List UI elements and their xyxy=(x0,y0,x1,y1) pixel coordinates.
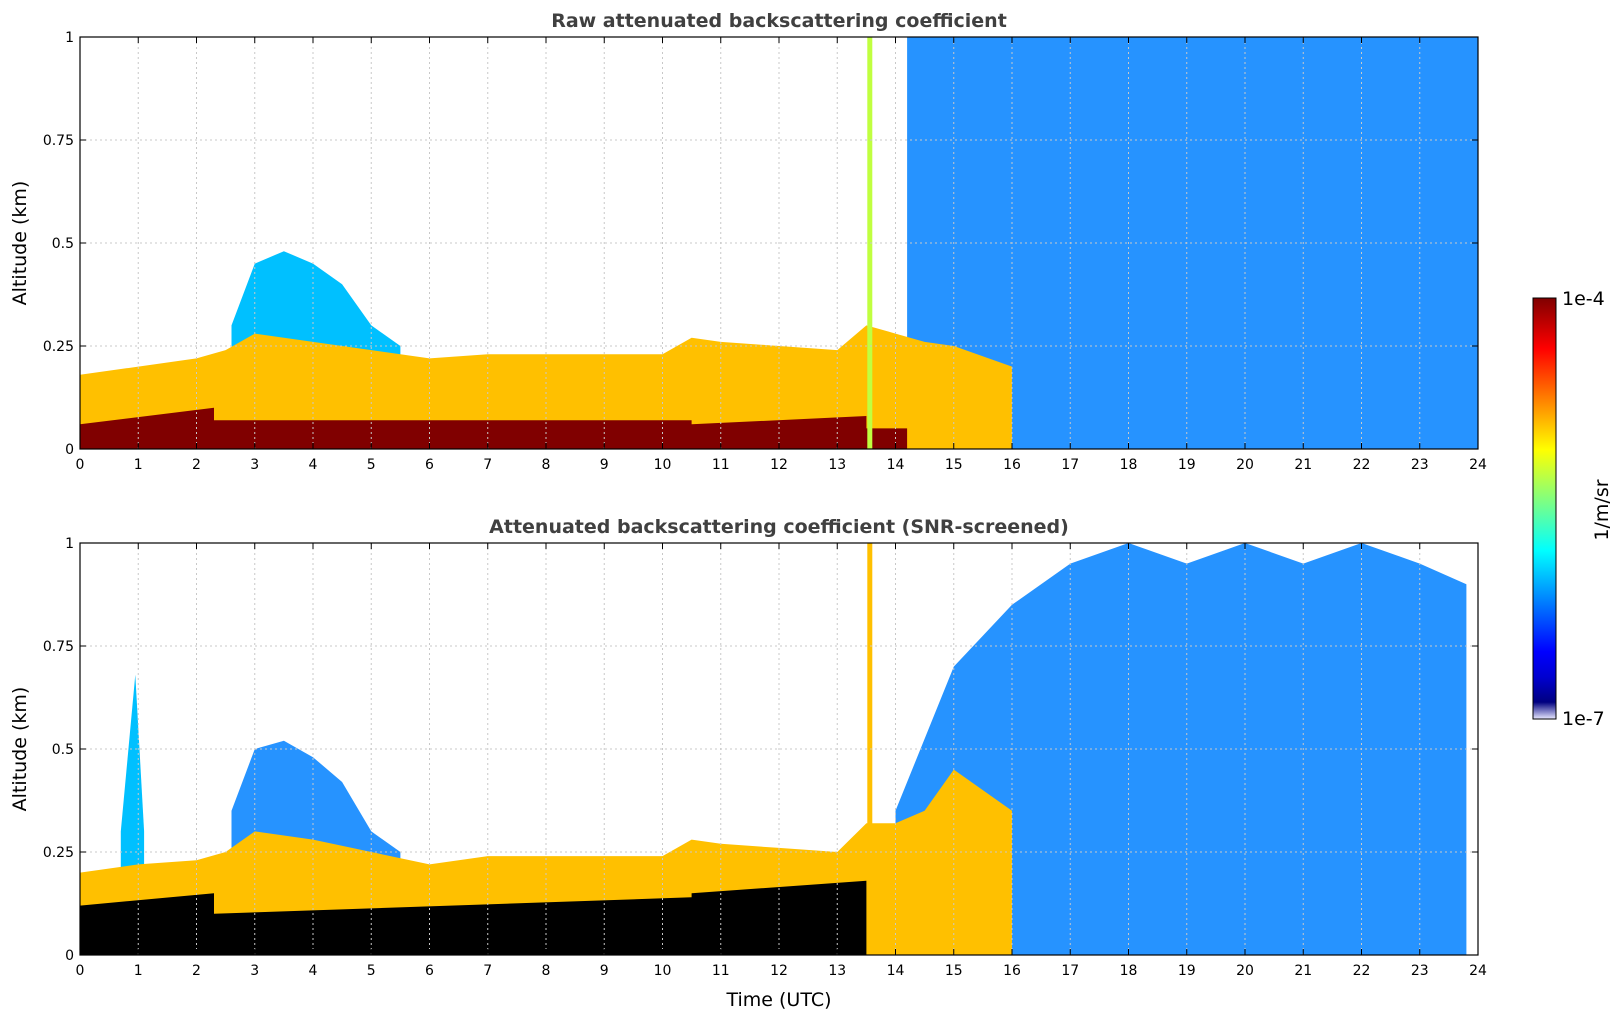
x-tick-label: 18 xyxy=(1120,457,1138,473)
x-tick-label: 21 xyxy=(1294,963,1312,979)
x-tick-label: 0 xyxy=(76,963,85,979)
x-tick-label: 17 xyxy=(1061,457,1079,473)
x-tick-label: 14 xyxy=(887,457,905,473)
x-tick-label: 18 xyxy=(1120,963,1138,979)
y-tick-label: 0 xyxy=(65,442,74,458)
x-tick-label: 10 xyxy=(654,457,672,473)
vertical-spike xyxy=(867,543,873,955)
y-tick-label: 1 xyxy=(65,536,74,552)
x-tick-label: 5 xyxy=(367,963,376,979)
colorbar-unit-label: 1/m/sr xyxy=(1591,479,1613,540)
panel-screened: Attenuated backscattering coefficient (S… xyxy=(9,516,1487,1011)
x-tick-label: 1 xyxy=(134,963,143,979)
x-tick-label: 9 xyxy=(600,963,609,979)
x-tick-label: 17 xyxy=(1061,963,1079,979)
layer-screened-surface xyxy=(80,880,867,955)
x-tick-label: 4 xyxy=(309,457,318,473)
x-tick-label: 8 xyxy=(542,457,551,473)
x-tick-label: 22 xyxy=(1353,963,1371,979)
x-tick-label: 22 xyxy=(1353,457,1371,473)
panel-raw-ticks: 0 1 2 3 4 5 6 7 8 9 10 11 12 13 14 15 16 17 18 19 20 21 22 23 24… xyxy=(43,30,1487,473)
y-tick-label: 0 xyxy=(65,948,74,964)
x-tick-label: 12 xyxy=(770,963,788,979)
vertical-spike xyxy=(867,37,873,449)
panel-raw-ylabel: Altitude (km) xyxy=(9,181,31,306)
x-tick-label: 14 xyxy=(887,963,905,979)
x-tick-label: 2 xyxy=(192,457,201,473)
x-tick-label: 24 xyxy=(1469,963,1487,979)
x-tick-label: 5 xyxy=(367,457,376,473)
x-tick-label: 13 xyxy=(828,457,846,473)
x-tick-label: 6 xyxy=(425,457,434,473)
x-tick-label: 3 xyxy=(250,457,259,473)
panel-raw-title: Raw attenuated backscattering coefficien… xyxy=(551,10,1007,32)
x-tick-label: 13 xyxy=(828,963,846,979)
x-tick-label: 21 xyxy=(1294,457,1312,473)
x-tick-label: 24 xyxy=(1469,457,1487,473)
x-tick-label: 11 xyxy=(712,457,730,473)
x-tick-label: 20 xyxy=(1236,963,1254,979)
x-tick-label: 23 xyxy=(1411,963,1429,979)
panel-screened-xlabel: Time (UTC) xyxy=(725,989,831,1011)
x-tick-label: 1 xyxy=(134,457,143,473)
x-tick-label: 7 xyxy=(483,963,492,979)
y-tick-label: 0.25 xyxy=(43,339,74,355)
panel-screened-heatmap xyxy=(80,543,1467,955)
x-tick-label: 23 xyxy=(1411,457,1429,473)
x-tick-label: 16 xyxy=(1003,457,1021,473)
y-tick-label: 0.5 xyxy=(52,236,74,252)
x-tick-label: 8 xyxy=(542,963,551,979)
x-tick-label: 15 xyxy=(945,963,963,979)
x-tick-label: 11 xyxy=(712,963,730,979)
x-tick-label: 9 xyxy=(600,457,609,473)
panel-screened-ticks: 0 1 2 3 4 5 6 7 8 9 10 11 12 13 14 15 16 17 18 19 20 21 22 23 24… xyxy=(43,536,1487,979)
x-tick-label: 20 xyxy=(1236,457,1254,473)
x-tick-label: 3 xyxy=(250,963,259,979)
y-tick-label: 0.5 xyxy=(52,742,74,758)
x-tick-label: 15 xyxy=(945,457,963,473)
y-tick-label: 0.75 xyxy=(43,133,74,149)
layer-surface-saturation xyxy=(80,407,908,449)
x-tick-label: 0 xyxy=(76,457,85,473)
panel-raw: Raw attenuated backscattering coefficien… xyxy=(9,10,1487,473)
colorbar-min-label: 1e-7 xyxy=(1562,708,1605,730)
x-tick-label: 6 xyxy=(425,963,434,979)
panel-screened-ylabel: Altitude (km) xyxy=(9,687,31,812)
x-tick-label: 10 xyxy=(654,963,672,979)
x-tick-label: 4 xyxy=(309,963,318,979)
colorbar-bar xyxy=(1532,297,1557,720)
x-tick-label: 7 xyxy=(483,457,492,473)
colorbar-max-label: 1e-4 xyxy=(1562,288,1605,310)
x-tick-label: 19 xyxy=(1178,963,1196,979)
x-tick-label: 2 xyxy=(192,963,201,979)
colorbar: 1e-4 1e-7 1/m/sr xyxy=(1532,288,1613,730)
panel-screened-title: Attenuated backscattering coefficient (S… xyxy=(489,516,1069,538)
y-tick-label: 0.75 xyxy=(43,639,74,655)
x-tick-label: 16 xyxy=(1003,963,1021,979)
y-tick-label: 1 xyxy=(65,30,74,46)
y-tick-label: 0.25 xyxy=(43,845,74,861)
x-tick-label: 12 xyxy=(770,457,788,473)
x-tick-label: 19 xyxy=(1178,457,1196,473)
panel-raw-grid xyxy=(79,36,1479,450)
